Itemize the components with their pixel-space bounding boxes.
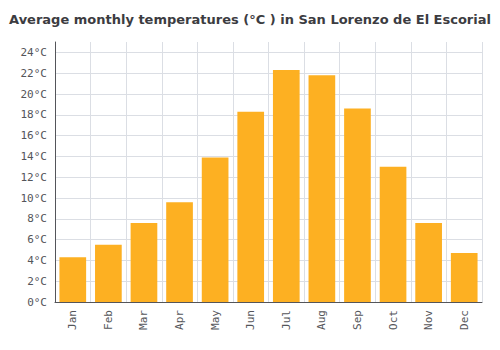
svg-text:18°C: 18°C <box>21 108 48 121</box>
svg-text:Jan: Jan <box>66 310 79 330</box>
svg-text:Aug: Aug <box>315 310 328 330</box>
svg-text:Feb: Feb <box>102 310 115 330</box>
svg-text:Apr: Apr <box>173 310 186 330</box>
svg-text:Average monthly temperatures (: Average monthly temperatures (°C ) in Sa… <box>9 12 491 27</box>
svg-text:10°C: 10°C <box>21 192 48 205</box>
svg-text:2°C: 2°C <box>27 275 47 288</box>
svg-text:8°C: 8°C <box>27 212 47 225</box>
svg-text:Jun: Jun <box>244 310 257 330</box>
svg-text:22°C: 22°C <box>21 67 48 80</box>
svg-text:6°C: 6°C <box>27 233 47 246</box>
svg-text:May: May <box>209 310 222 330</box>
svg-text:24°C: 24°C <box>21 46 48 59</box>
svg-text:Dec: Dec <box>458 310 471 330</box>
svg-text:Jul: Jul <box>280 310 293 330</box>
svg-text:4°C: 4°C <box>27 254 47 267</box>
svg-text:Mar: Mar <box>137 310 150 330</box>
svg-text:16°C: 16°C <box>21 129 48 142</box>
svg-text:20°C: 20°C <box>21 88 48 101</box>
svg-text:Oct: Oct <box>387 310 400 330</box>
svg-text:12°C: 12°C <box>21 171 48 184</box>
svg-text:0°C: 0°C <box>27 296 47 309</box>
svg-text:Sep: Sep <box>351 310 364 330</box>
svg-text:Nov: Nov <box>422 310 435 330</box>
svg-text:14°C: 14°C <box>21 150 48 163</box>
